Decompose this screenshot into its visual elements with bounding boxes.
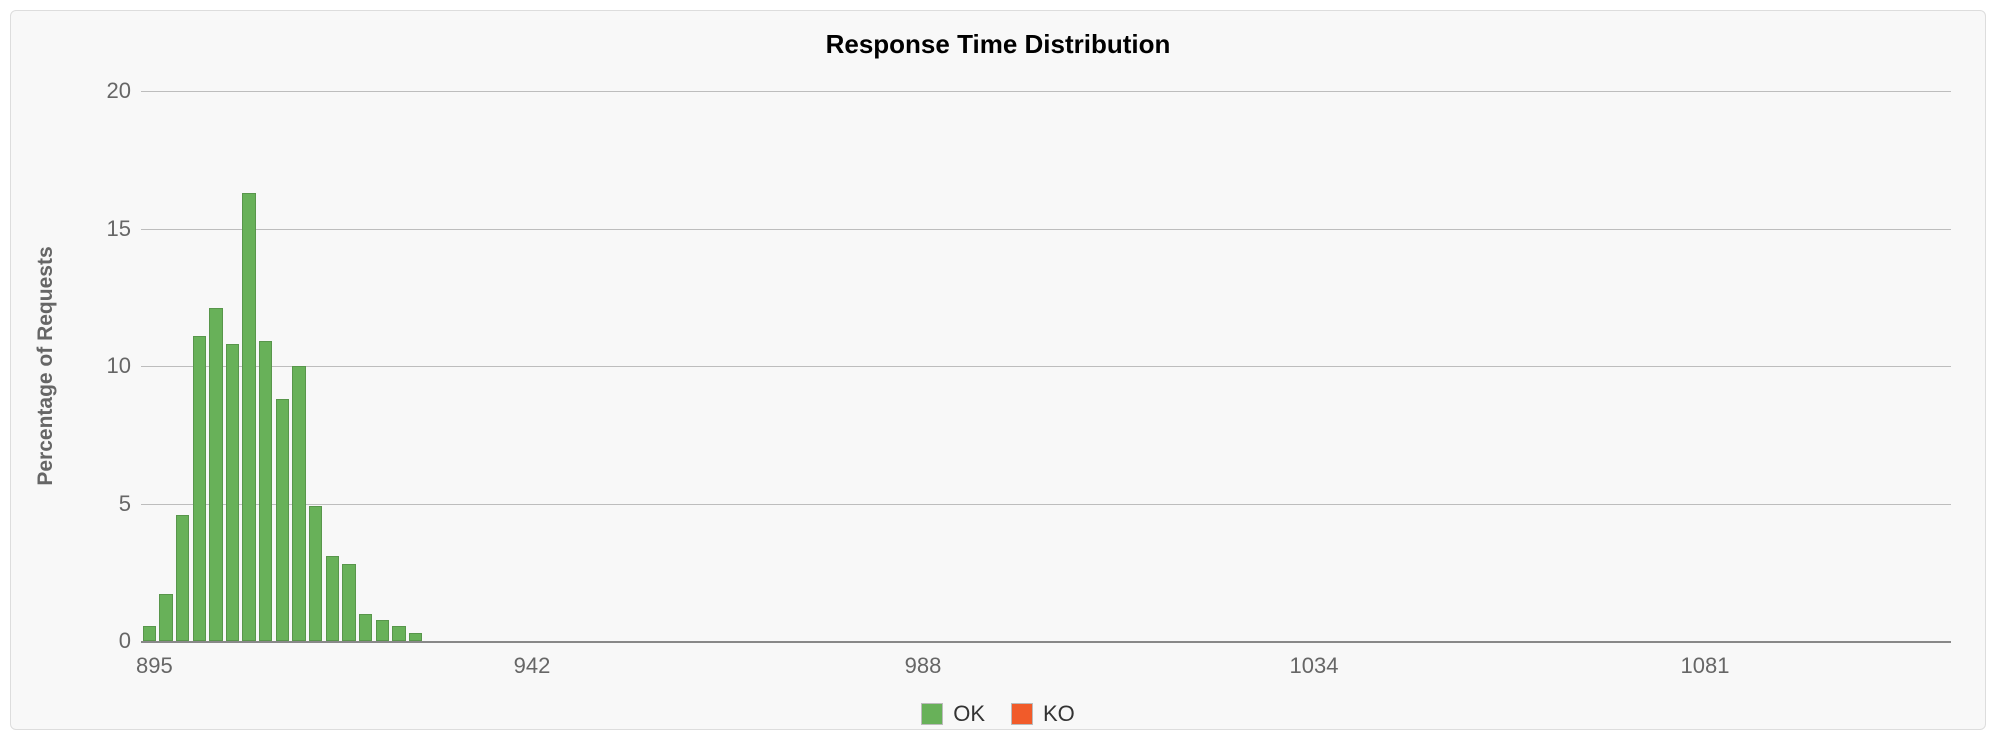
legend-swatch: [921, 703, 943, 725]
histogram-bar: [159, 594, 172, 641]
x-tick-label: 988: [905, 653, 942, 679]
gridline: [141, 504, 1951, 505]
legend-item-ok[interactable]: OK: [921, 701, 985, 727]
histogram-bar: [309, 506, 322, 641]
histogram-bar: [242, 193, 255, 641]
legend-label: KO: [1043, 701, 1075, 727]
chart-title: Response Time Distribution: [11, 29, 1985, 60]
histogram-bar: [342, 564, 355, 641]
histogram-bar: [276, 399, 289, 641]
histogram-bar: [392, 626, 405, 641]
x-tick-label: 1034: [1290, 653, 1339, 679]
histogram-bar: [409, 633, 422, 641]
chart-panel: Response Time Distribution Percentage of…: [10, 10, 1986, 730]
y-tick-label: 0: [81, 628, 131, 654]
histogram-bar: [176, 515, 189, 642]
legend-item-ko[interactable]: KO: [1011, 701, 1075, 727]
x-tick-label: 942: [514, 653, 551, 679]
legend: OK KO: [11, 701, 1985, 727]
histogram-bar: [259, 341, 272, 641]
histogram-bar: [226, 344, 239, 641]
x-tick-label: 1081: [1681, 653, 1730, 679]
y-tick-label: 15: [81, 216, 131, 242]
x-axis-baseline: [141, 641, 1951, 643]
histogram-bar: [359, 614, 372, 642]
gridline: [141, 91, 1951, 92]
legend-swatch: [1011, 703, 1033, 725]
x-tick-label: 895: [136, 653, 173, 679]
y-axis-label: Percentage of Requests: [34, 246, 58, 485]
gridline: [141, 229, 1951, 230]
y-tick-label: 10: [81, 353, 131, 379]
y-tick-label: 5: [81, 491, 131, 517]
histogram-bar: [193, 336, 206, 641]
histogram-bar: [143, 626, 156, 641]
histogram-bar: [326, 556, 339, 641]
legend-label: OK: [953, 701, 985, 727]
histogram-bar: [376, 620, 389, 641]
gridline: [141, 366, 1951, 367]
y-tick-label: 20: [81, 78, 131, 104]
plot-area: 0510152089594298810341081: [141, 91, 1951, 641]
histogram-bar: [292, 366, 305, 641]
histogram-bar: [209, 308, 222, 641]
